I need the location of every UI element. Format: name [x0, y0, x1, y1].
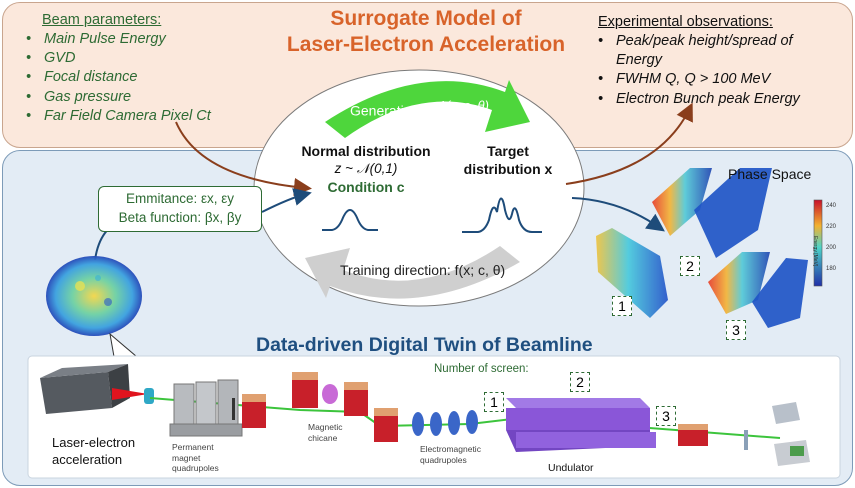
phase-screen-1: 1: [612, 296, 632, 316]
colorbar: [813, 199, 823, 287]
acceleration-label: Laser-electron acceleration: [52, 435, 136, 467]
colorbar-ticks: 240 220 200 180: [826, 196, 836, 280]
target-curve: [462, 197, 542, 233]
phase-cloud-3b: [752, 258, 808, 328]
generation-math: −1(z; c, θ): [430, 98, 489, 113]
beam-param-item: Gas pressure: [22, 88, 211, 107]
chicane-label: Magnetic chicane: [308, 422, 343, 443]
dipole-5: [678, 424, 708, 446]
chicane-element: [322, 384, 338, 404]
normal-title: Normal distribution: [301, 143, 431, 159]
training-arrow: [305, 246, 520, 299]
phase-cloud-2a: [652, 168, 712, 236]
dipole-1: [242, 394, 266, 428]
beam-param-item: Far Field Camera Pixel Ct: [22, 107, 211, 126]
beam-param-item: GVD: [22, 49, 211, 68]
colorbar-tick: 240: [826, 203, 837, 209]
phase-screen-2: 2: [680, 256, 700, 276]
beam-param-item: Focal distance: [22, 68, 211, 87]
params-arrow: [175, 121, 312, 196]
condition-label: Condition c: [327, 179, 405, 195]
laser-beam: [112, 388, 148, 400]
em-quads: [412, 410, 478, 436]
dipole-4: [374, 408, 398, 442]
normal-distribution: Normal distribution z ~ 𝒩(0,1) Condition…: [286, 142, 446, 196]
detector-1: [772, 402, 800, 424]
pmq-group: [169, 379, 243, 437]
generation-label: Generation: f−1(z; c, θ): [350, 98, 489, 119]
beam-parameters: Beam parameters: Main Pulse Energy GVD F…: [26, 10, 211, 126]
beam-spot: [46, 256, 142, 336]
emittance-line: Emmitance: εx, εy: [125, 191, 235, 206]
target-title: Target: [487, 143, 529, 159]
target-sub: distribution x: [463, 161, 553, 177]
phase-space-label: Phase Space: [728, 166, 812, 182]
phase-cloud-1: [596, 228, 668, 318]
observations-arrow: [565, 102, 693, 185]
beta-function-line: Beta function: βx, βy: [118, 210, 242, 225]
experimental-observations: Experimental observations: Peak/peak hei…: [598, 12, 848, 109]
phase-cloud-2b: [694, 168, 772, 258]
em-quadrupoles-label: Electromagnetic quadrupoles: [420, 444, 481, 465]
surrogate-title-line2: Laser-Electron Acceleration: [286, 33, 566, 56]
undulator-label: Undulator: [548, 462, 594, 474]
beamline-screen-3: 3: [656, 406, 676, 426]
screens-label: Number of screen:: [434, 363, 529, 375]
undulator-body: [506, 398, 650, 408]
emittance-box: Emmitance: εx, εy Beta function: βx, βy: [98, 186, 262, 232]
phase-cloud-3a: [708, 252, 770, 314]
colorbar-tick: 200: [826, 245, 837, 251]
laser-box: [40, 372, 112, 414]
normal-math: z ~ 𝒩(0,1): [334, 161, 398, 176]
observations-list: Peak/peak height/spread of Energy FWHM Q…: [594, 32, 848, 109]
emittance-arrow: [261, 188, 312, 213]
phase-space-arrow: [571, 197, 665, 232]
observation-item: FWHM Q, Q > 100 MeV: [594, 70, 848, 89]
gas-cell: [144, 388, 154, 404]
beam-parameters-heading: Beam parameters:: [42, 12, 162, 28]
observation-item: Peak/peak height/spread of Energy: [594, 32, 836, 70]
surrogate-title: Surrogate Model of Laser-Electron Accele…: [246, 6, 606, 58]
beamline-screen-1: 1: [484, 392, 504, 412]
colorbar-tick: 180: [826, 266, 837, 272]
colorbar-label: Energy [MeV]: [812, 236, 818, 267]
permanent-magnet-label: Permanent magnet quadrupoles: [172, 442, 219, 473]
training-label: Training direction: f(x; c, θ): [340, 262, 505, 278]
phase-screen-3: 3: [726, 320, 746, 340]
digital-twin-title: Data-driven Digital Twin of Beamline: [256, 334, 593, 356]
target-distribution: Target distribution x: [448, 142, 568, 178]
observation-item: Electron Bunch peak Energy: [594, 90, 848, 109]
training-text: Training direction: f(x; c, θ): [340, 262, 506, 278]
colorbar-tick: 220: [826, 224, 837, 230]
dipole-2: [292, 372, 318, 408]
beam-param-item: Main Pulse Energy: [22, 30, 211, 49]
surrogate-title-line1: Surrogate Model of: [330, 7, 522, 30]
observations-heading: Experimental observations:: [598, 14, 773, 30]
generation-text: Generation: f: [350, 102, 431, 119]
generation-arrow: [325, 80, 530, 138]
beamline-screen-2: 2: [570, 372, 590, 392]
normal-curve: [322, 209, 378, 231]
beam-parameters-list: Main Pulse Energy GVD Focal distance Gas…: [22, 30, 211, 126]
dipole-3: [344, 382, 368, 416]
